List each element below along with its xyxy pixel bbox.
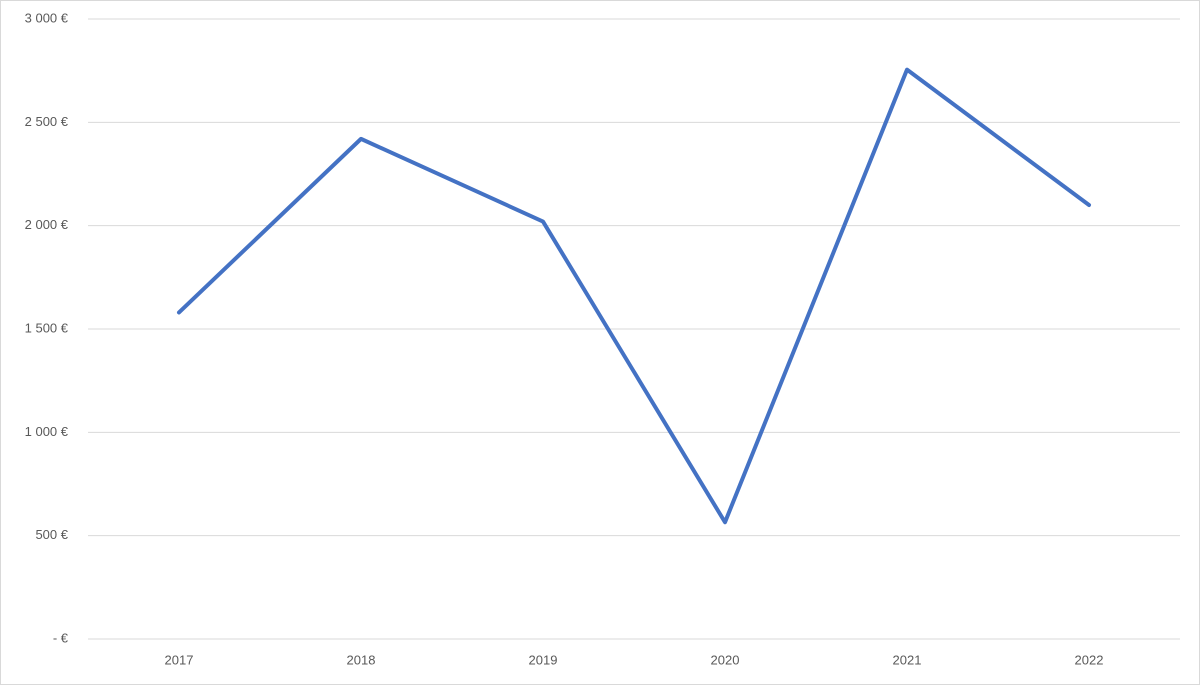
y-tick-label: 2 500 € <box>25 114 69 129</box>
x-tick-label: 2022 <box>1075 652 1104 667</box>
y-tick-label: 2 000 € <box>25 217 69 232</box>
x-tick-label: 2018 <box>347 652 376 667</box>
y-tick-label: 3 000 € <box>25 10 69 25</box>
y-tick-label: 500 € <box>35 527 68 542</box>
x-tick-label: 2019 <box>529 652 558 667</box>
data-line <box>177 67 1091 525</box>
x-tick-label: 2020 <box>711 652 740 667</box>
x-tick-label: 2021 <box>893 652 922 667</box>
y-tick-label: 1 500 € <box>25 320 69 335</box>
x-tick-label: 2017 <box>165 652 194 667</box>
y-tick-label: 1 000 € <box>25 424 69 439</box>
y-tick-label: - € <box>53 630 69 645</box>
